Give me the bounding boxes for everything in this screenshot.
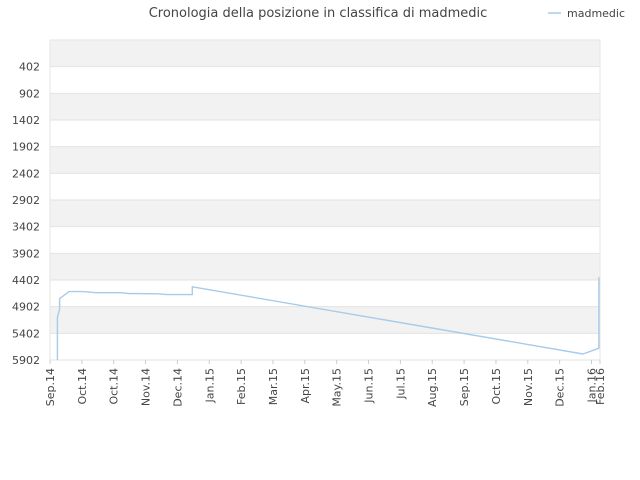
y-tick-label: 1902 [12, 141, 40, 154]
plot-band [50, 333, 600, 360]
chart-title: Cronologia della posizione in classifica… [149, 6, 488, 21]
x-tick-label: Sep.14 [44, 368, 57, 406]
x-tick-label: Oct.14 [76, 368, 89, 405]
x-tick-label: Oct.14 [108, 368, 121, 405]
series-line-madmedic [56, 277, 600, 360]
x-axis-ticks: Sep.14 Oct.14 Oct.14 Nov.14 Dec.14 Jan.15 Feb.… [44, 360, 607, 407]
x-tick-label: Apr.15 [299, 368, 312, 404]
x-tick-label: Sep.15 [458, 368, 471, 406]
y-tick-label: 4402 [12, 274, 40, 287]
x-tick-label: Oct.15 [490, 368, 503, 405]
plot-band [50, 120, 600, 147]
x-tick-label: Feb.16 [594, 368, 607, 405]
y-tick-label: 2402 [12, 167, 40, 180]
x-tick-label: Nov.15 [522, 368, 535, 406]
y-tick-label: 3902 [12, 247, 40, 260]
plot-band [50, 200, 600, 227]
y-tick-label: 902 [19, 87, 40, 100]
plot-background [50, 40, 600, 360]
x-tick-label: Mar.15 [267, 368, 280, 405]
x-tick-label: Dec.14 [171, 368, 184, 407]
x-tick-label: Jan.16 [586, 368, 599, 403]
y-tick-label: 1402 [12, 114, 40, 127]
x-tick-label: Jan.15 [203, 368, 216, 403]
plot-band [50, 306, 600, 334]
x-tick-label: Nov.14 [140, 368, 153, 406]
plot-band [50, 66, 600, 94]
plot-band [50, 93, 600, 120]
y-tick-label: 3402 [12, 221, 40, 234]
y-tick-label: 2902 [12, 194, 40, 207]
plot-band [50, 226, 600, 254]
x-tick-label: May.15 [331, 368, 344, 407]
x-tick-label: Jul.15 [394, 368, 407, 400]
grid-lines [49, 39, 601, 361]
plot-band [50, 146, 600, 174]
x-tick-label: Aug.15 [426, 368, 439, 407]
plot-band [50, 173, 600, 200]
x-tick-label: Feb.15 [235, 368, 248, 405]
legend-label: madmedic [567, 7, 625, 20]
y-tick-label: 402 [19, 61, 40, 74]
x-tick-label: Dec.15 [554, 368, 567, 407]
x-tick-label: Jun.15 [363, 368, 376, 404]
series-layer [56, 277, 600, 360]
y-tick-label: 5402 [12, 327, 40, 340]
y-tick-label: 4902 [12, 301, 40, 314]
plot-band [50, 253, 600, 280]
plot-band [50, 40, 600, 67]
legend: madmedic [548, 7, 625, 20]
y-tick-label: 5902 [12, 354, 40, 367]
y-axis-ticks: 402 902 1402 1902 2402 2902 3402 3902 4402 4902 54… [12, 61, 40, 367]
